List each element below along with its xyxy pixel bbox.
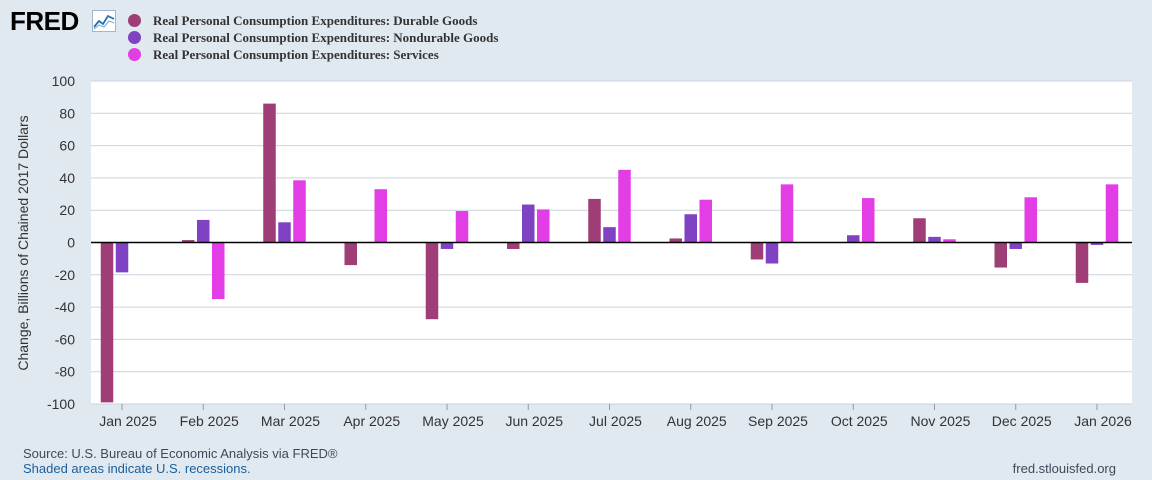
bar-durable[interactable]	[344, 242, 358, 266]
x-tick-label: Dec 2025	[992, 413, 1052, 429]
bar-durable[interactable]	[507, 242, 520, 249]
bar-services[interactable]	[862, 198, 875, 243]
legend-item-services[interactable]: Real Personal Consumption Expenditures: …	[128, 46, 498, 63]
bar-durable[interactable]	[994, 242, 1008, 268]
line-graph-icon	[92, 10, 116, 32]
bar-nondurable[interactable]	[522, 204, 535, 243]
x-tick-label: May 2025	[422, 413, 484, 429]
legend-swatch-services	[128, 48, 141, 61]
x-tick-label: Mar 2025	[261, 413, 320, 429]
bar-nondurable[interactable]	[765, 242, 779, 264]
bar-durable[interactable]	[1075, 242, 1089, 283]
bar-nondurable[interactable]	[115, 242, 129, 273]
logo-text: FRED	[10, 6, 79, 36]
x-tick-label: Sep 2025	[748, 413, 808, 429]
x-tick-label: Jun 2025	[505, 413, 563, 429]
bar-services[interactable]	[374, 189, 388, 243]
legend-label-durable: Real Personal Consumption Expenditures: …	[153, 12, 478, 28]
x-tick-label: Aug 2025	[667, 413, 727, 429]
y-tick-label: 20	[59, 202, 75, 218]
x-tick-label: Jul 2025	[589, 413, 642, 429]
x-tick-label: Jan 2025	[99, 413, 157, 429]
bars	[100, 103, 1119, 403]
y-axis-ticks: 100 80 60 40 20 0 -20 -40 -60 -80 -100	[47, 73, 75, 412]
y-tick-label: -100	[47, 396, 75, 412]
bar-nondurable[interactable]	[603, 227, 616, 243]
x-tick-label: Feb 2025	[180, 413, 239, 429]
bar-durable[interactable]	[425, 242, 439, 320]
y-axis-label: Change, Billions of Chained 2017 Dollars	[15, 115, 31, 370]
legend-swatch-durable	[128, 14, 141, 27]
bar-durable[interactable]	[750, 242, 764, 260]
bar-nondurable[interactable]	[197, 219, 210, 243]
bar-durable[interactable]	[913, 218, 926, 243]
bar-services[interactable]	[699, 199, 713, 243]
bar-durable[interactable]	[669, 238, 683, 243]
x-tick-label: Oct 2025	[831, 413, 888, 429]
bar-durable[interactable]	[182, 240, 195, 243]
chart-legend: Real Personal Consumption Expenditures: …	[128, 12, 498, 63]
bar-nondurable[interactable]	[847, 235, 860, 243]
bar-services[interactable]	[943, 239, 956, 243]
bar-durable[interactable]	[100, 242, 114, 403]
y-tick-label: -20	[55, 267, 75, 283]
bar-nondurable[interactable]	[1009, 242, 1023, 249]
bar-services[interactable]	[780, 184, 794, 243]
legend-swatch-nondurable	[128, 31, 141, 44]
bar-nondurable[interactable]	[278, 222, 291, 243]
bar-chart: 100 80 60 40 20 0 -20 -40 -60 -80 -100 Jan 2025 Feb…	[15, 73, 1132, 429]
bar-nondurable[interactable]	[928, 236, 941, 243]
y-tick-label: 80	[59, 105, 75, 121]
y-tick-label: 40	[59, 170, 75, 186]
bar-services[interactable]	[1105, 184, 1119, 243]
x-axis-ticks: Jan 2025 Feb 2025 Mar 2025 Apr 2025 May 2025…	[99, 404, 1132, 429]
footer-note[interactable]: Shaded areas indicate U.S. recessions.	[23, 461, 251, 476]
bar-durable[interactable]	[588, 198, 601, 243]
footer-url[interactable]: fred.stlouisfed.org	[1012, 461, 1116, 476]
bar-services[interactable]	[455, 211, 469, 243]
x-tick-label: Nov 2025	[911, 413, 971, 429]
legend-item-nondurable[interactable]: Real Personal Consumption Expenditures: …	[128, 29, 498, 46]
bar-services[interactable]	[618, 169, 631, 243]
y-tick-label: -80	[55, 364, 75, 380]
x-tick-label: Jan 2026	[1074, 413, 1132, 429]
footer-source: Source: U.S. Bureau of Economic Analysis…	[23, 446, 338, 461]
fred-logo: FRED	[10, 6, 116, 36]
bar-durable[interactable]	[263, 103, 276, 243]
x-tick-label: Apr 2025	[343, 413, 400, 429]
y-tick-label: 0	[67, 235, 75, 251]
legend-label-nondurable: Real Personal Consumption Expenditures: …	[153, 29, 499, 45]
y-tick-label: 60	[59, 138, 75, 154]
bar-nondurable[interactable]	[1090, 242, 1104, 245]
y-tick-label: -60	[55, 331, 75, 347]
bar-services[interactable]	[212, 242, 225, 300]
legend-label-services: Real Personal Consumption Expenditures: …	[153, 46, 439, 62]
y-tick-label: -40	[55, 299, 75, 315]
bar-nondurable[interactable]	[684, 214, 698, 243]
bar-nondurable[interactable]	[440, 242, 454, 249]
y-tick-label: 100	[52, 73, 76, 89]
legend-item-durable[interactable]: Real Personal Consumption Expenditures: …	[128, 12, 498, 29]
bar-services[interactable]	[537, 209, 550, 243]
bar-services[interactable]	[1024, 197, 1038, 243]
bar-services[interactable]	[293, 180, 306, 243]
